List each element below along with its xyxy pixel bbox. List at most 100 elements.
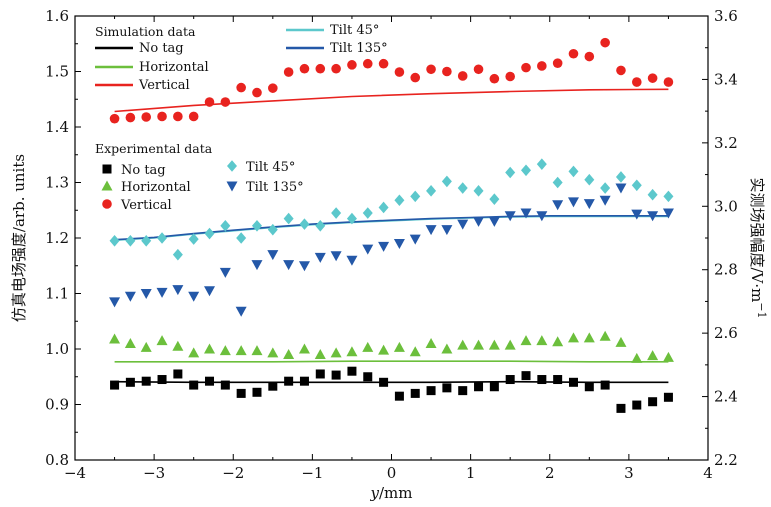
data-point bbox=[410, 388, 420, 398]
legend-label: Tilt 135° bbox=[246, 180, 304, 195]
data-point bbox=[521, 164, 532, 177]
y-tick-label-left: 1.1 bbox=[45, 285, 69, 303]
data-point bbox=[125, 112, 136, 123]
data-point bbox=[553, 375, 563, 385]
data-point bbox=[473, 185, 484, 197]
legend-exp-title: Experimental data bbox=[95, 141, 213, 156]
data-point bbox=[156, 287, 168, 298]
legend-label: Vertical bbox=[120, 198, 172, 213]
data-point bbox=[394, 194, 405, 207]
data-point bbox=[362, 244, 374, 255]
data-point bbox=[648, 397, 658, 407]
data-point bbox=[220, 219, 231, 232]
data-point bbox=[647, 211, 659, 222]
data-point bbox=[173, 369, 183, 379]
data-point bbox=[172, 248, 183, 261]
data-point bbox=[235, 345, 247, 356]
data-point bbox=[172, 340, 184, 351]
data-point bbox=[314, 349, 326, 360]
data-point bbox=[236, 388, 246, 398]
legend-marker-swatch bbox=[101, 180, 113, 191]
data-point bbox=[379, 377, 389, 387]
data-point bbox=[314, 252, 326, 263]
exp-series-horizontal bbox=[109, 330, 674, 363]
data-point bbox=[283, 260, 295, 271]
data-point bbox=[124, 291, 136, 302]
data-point bbox=[488, 339, 500, 350]
x-tick-label: −4 bbox=[64, 464, 86, 482]
data-point bbox=[473, 216, 485, 227]
data-point bbox=[536, 158, 547, 170]
data-point bbox=[157, 232, 168, 244]
data-point bbox=[458, 386, 468, 396]
data-point bbox=[109, 333, 121, 344]
data-point bbox=[473, 339, 485, 350]
data-point bbox=[220, 97, 231, 107]
legend-exp-item-tilt-45: Tilt 45° bbox=[227, 160, 295, 175]
y-tick-label-right: 3.6 bbox=[714, 7, 738, 25]
data-point bbox=[568, 48, 579, 59]
data-point bbox=[188, 233, 199, 245]
data-point bbox=[537, 375, 547, 385]
data-point bbox=[599, 330, 611, 341]
data-point bbox=[141, 112, 152, 122]
data-point bbox=[505, 166, 516, 179]
data-point bbox=[267, 250, 279, 261]
data-point bbox=[363, 372, 373, 382]
data-point bbox=[252, 87, 262, 98]
data-point bbox=[315, 369, 325, 379]
data-point bbox=[330, 347, 342, 358]
legend-marker-swatch bbox=[102, 164, 112, 174]
legend-marker-swatch bbox=[102, 199, 112, 209]
exp-series-vertical bbox=[109, 37, 674, 124]
data-point bbox=[600, 37, 610, 48]
data-point bbox=[284, 376, 294, 386]
x-tick-label: 4 bbox=[703, 464, 713, 482]
y-axis-label-left: 仿真电场强度/arb. units bbox=[10, 154, 28, 322]
data-point bbox=[647, 350, 659, 361]
data-point bbox=[441, 225, 453, 236]
data-point bbox=[315, 219, 326, 232]
data-point bbox=[299, 218, 310, 230]
data-point bbox=[331, 63, 341, 74]
y-tick-label-right: 2.6 bbox=[714, 324, 738, 342]
data-point bbox=[663, 190, 674, 203]
data-point bbox=[346, 346, 358, 357]
legend-exp-item-horizontal: Horizontal bbox=[101, 180, 191, 195]
data-point bbox=[616, 403, 626, 413]
data-point bbox=[299, 376, 309, 386]
data-point bbox=[631, 209, 643, 220]
exp-series-tilt-45 bbox=[109, 158, 674, 261]
exp-series-no-tag bbox=[110, 366, 673, 413]
data-point bbox=[141, 376, 151, 386]
data-point bbox=[251, 345, 263, 356]
data-point bbox=[219, 267, 231, 278]
data-point bbox=[347, 60, 357, 70]
data-point bbox=[521, 371, 531, 381]
data-point bbox=[125, 377, 135, 387]
data-point bbox=[616, 65, 626, 76]
y-tick-label-right: 3.4 bbox=[714, 70, 738, 88]
y-tick-label-left: 1.3 bbox=[45, 174, 69, 192]
y-tick-label-right: 2.8 bbox=[714, 261, 738, 279]
data-point bbox=[251, 260, 263, 271]
x-tick-label: −2 bbox=[222, 464, 244, 482]
data-point bbox=[394, 391, 404, 401]
data-point bbox=[647, 188, 658, 201]
data-point bbox=[473, 64, 484, 75]
data-point bbox=[347, 366, 357, 376]
y-tick-label-right: 3.2 bbox=[714, 134, 738, 152]
data-point bbox=[410, 72, 421, 83]
data-point bbox=[426, 386, 436, 396]
data-point bbox=[599, 195, 611, 206]
data-point bbox=[536, 335, 548, 346]
data-point bbox=[537, 61, 547, 71]
data-point bbox=[188, 291, 200, 302]
data-point bbox=[205, 376, 215, 386]
data-point bbox=[426, 64, 436, 75]
axis-labels: y/mm 仿真电场强度/arb. units 实测场强幅度/V·m−1 bbox=[10, 154, 768, 502]
data-point bbox=[268, 83, 278, 93]
data-point bbox=[251, 219, 262, 232]
data-point bbox=[663, 77, 674, 87]
data-point bbox=[441, 343, 453, 354]
